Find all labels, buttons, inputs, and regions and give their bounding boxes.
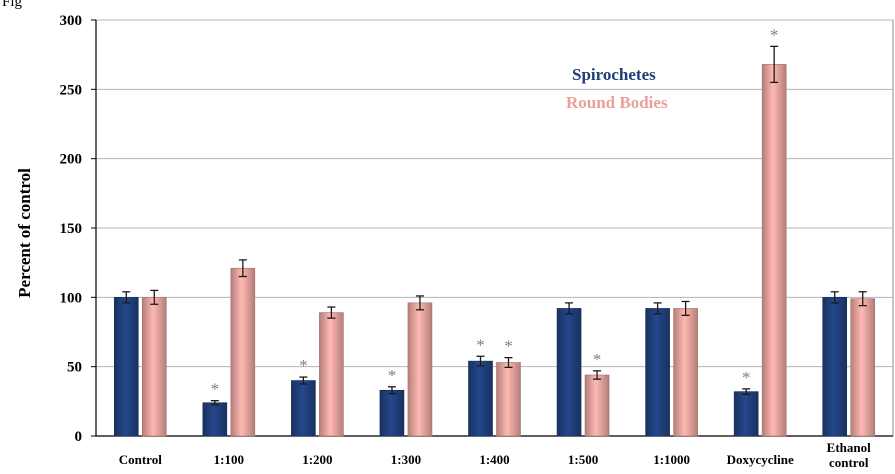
bar-spirochetes [379, 389, 405, 437]
bar-round-bodies [673, 308, 698, 437]
bar-spirochetes [291, 380, 316, 437]
y-tick-label: 300 [60, 13, 83, 29]
x-category-label: 1:100 [214, 452, 244, 467]
y-axis-title: Percent of control [15, 168, 34, 298]
bar-spirochetes [556, 308, 582, 437]
x-category-label: control [829, 455, 869, 470]
y-tick-label: 50 [67, 360, 82, 376]
significance-marker: * [299, 356, 308, 375]
y-tick-label: 200 [60, 152, 83, 168]
significance-marker: * [742, 368, 751, 387]
bar-round-bodies [496, 362, 521, 437]
y-tick-label: 0 [75, 429, 83, 445]
bar-round-bodies [141, 297, 167, 437]
bar-spirochetes [733, 391, 759, 437]
significance-marker: * [211, 380, 220, 399]
figure-label: Fig [2, 0, 23, 10]
x-category-label: 1:400 [479, 452, 509, 467]
legend-entry-spirochetes: Spirochetes [572, 65, 656, 84]
bar-spirochetes [113, 297, 139, 437]
significance-marker: * [388, 366, 397, 385]
significance-marker: * [770, 25, 779, 44]
x-category-label: Ethanol [827, 440, 871, 455]
bar-spirochetes [202, 402, 228, 437]
significance-marker: * [504, 337, 513, 356]
bar-spirochetes [468, 360, 493, 437]
bar-round-bodies [319, 312, 344, 437]
bar-round-bodies [584, 374, 610, 437]
x-category-label: 1:300 [391, 452, 421, 467]
bar-round-bodies [850, 298, 876, 437]
x-category-label: 1:1000 [653, 452, 690, 467]
bar-round-bodies [761, 64, 787, 437]
x-category-label: 1:500 [568, 452, 598, 467]
bar-round-bodies [230, 267, 256, 437]
y-tick-label: 100 [60, 290, 83, 306]
y-tick-label: 150 [60, 221, 83, 237]
significance-marker: * [593, 350, 602, 369]
significance-marker: * [476, 335, 485, 354]
bar-spirochetes [645, 308, 670, 437]
x-category-label: 1:200 [302, 452, 332, 467]
x-category-label: Doxycycline [727, 452, 794, 467]
legend-entry-round-bodies: Round Bodies [566, 93, 668, 112]
x-category-label: Control [119, 452, 162, 467]
bar-round-bodies [407, 302, 433, 437]
bar-spirochetes [822, 297, 848, 437]
y-tick-label: 250 [60, 82, 83, 98]
